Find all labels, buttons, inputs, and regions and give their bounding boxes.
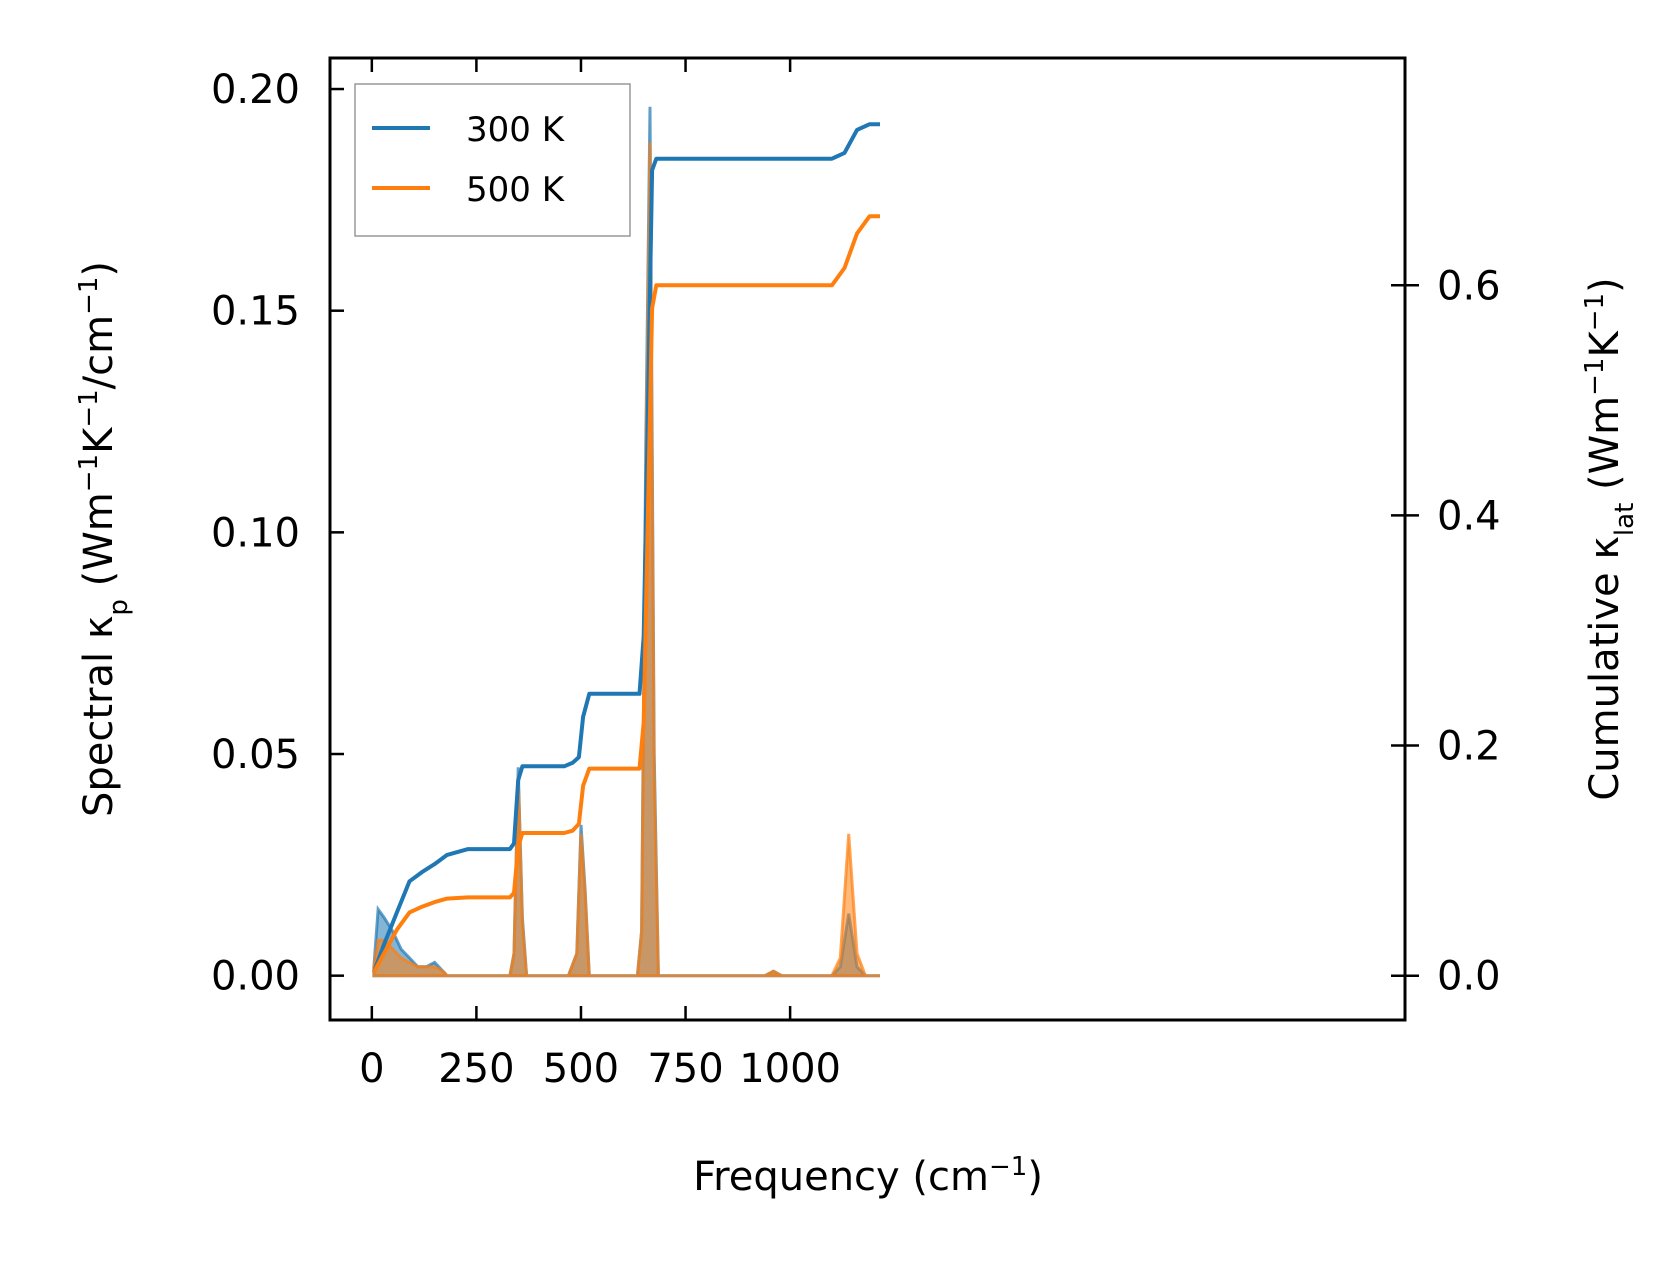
x-tick-label: 0 <box>359 1046 384 1092</box>
y-tick-label-left: 0.20 <box>211 67 300 113</box>
legend-label-300k: 300 K <box>466 110 566 150</box>
cumulative-line-500k <box>372 214 880 974</box>
y-axis-label-left: Spectral κp (Wm−1K−1/cm−1) <box>74 261 134 817</box>
legend-label-500k: 500 K <box>466 170 566 210</box>
x-tick-label: 1000 <box>739 1046 841 1092</box>
spectral-area-500k <box>372 142 880 978</box>
plot-area <box>372 106 880 978</box>
legend: 300 K 500 K <box>354 83 631 237</box>
y-tick-label-right: 0.0 <box>1437 954 1501 1000</box>
x-axis-label: Frequency (cm−1) <box>693 1152 1043 1200</box>
y-tick-label-left: 0.15 <box>211 289 300 335</box>
x-tick-label: 750 <box>647 1046 723 1092</box>
y-tick-label-right: 0.6 <box>1437 263 1501 309</box>
axis-ticks: 0 250 500 750 1000 0.00 0.05 0.10 0.15 0.20 0.0 0.2… <box>211 58 1501 1092</box>
legend-box <box>354 83 631 237</box>
x-tick-label: 500 <box>543 1046 619 1092</box>
y-tick-label-right: 0.4 <box>1437 493 1501 539</box>
y-axis-label-right: Cumulative κlat (Wm−1K−1) <box>1580 277 1640 800</box>
cumulative-line-300k <box>372 122 880 973</box>
y-tick-label-left: 0.00 <box>211 954 300 1000</box>
y-tick-label-left: 0.10 <box>211 510 300 556</box>
y-tick-label-right: 0.2 <box>1437 724 1501 770</box>
x-tick-label: 250 <box>438 1046 514 1092</box>
y-tick-label-left: 0.05 <box>211 732 300 778</box>
axes-frame <box>328 56 1407 1022</box>
